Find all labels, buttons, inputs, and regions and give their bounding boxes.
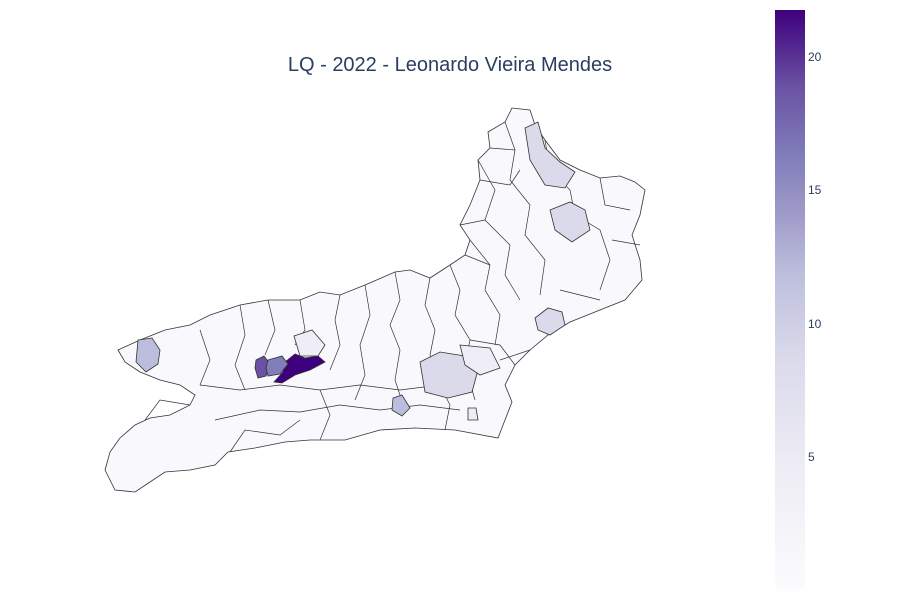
municipality-low-center[interactable] [419,351,479,399]
municipality-low-pale-3[interactable] [459,344,501,376]
colorbar-tick-15: 15 [808,183,822,197]
municipality-low-north-2[interactable] [549,201,591,243]
municipality-low-pale-1[interactable] [293,329,326,357]
municipality-mid[interactable] [265,355,289,377]
municipality-mid-high[interactable] [254,355,271,379]
choropleth-map[interactable] [0,0,760,600]
colorbar-tick-10: 10 [808,317,822,331]
colorbar-tick-20: 20 [808,50,822,64]
state-outline [104,107,646,493]
municipality-high[interactable] [273,353,326,384]
municipality-low-pale-2[interactable] [467,407,479,421]
municipality-low-mid-west[interactable] [135,337,161,373]
map-title: LQ - 2022 - Leonardo Vieira Mendes [287,54,613,76]
municipality-low-east[interactable] [534,307,566,336]
colorbar-tick-5: 5 [808,450,815,464]
colorbar [775,10,805,590]
highlighted-municipalities[interactable] [135,121,591,421]
municipality-low-north-1[interactable] [524,121,576,189]
municipality-low-mid-south[interactable] [391,394,411,417]
